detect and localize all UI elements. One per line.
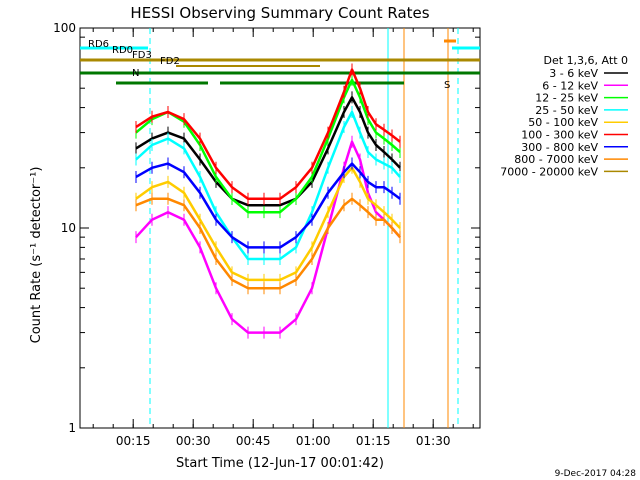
x-tick-label: 00:45 <box>236 434 271 448</box>
legend-entry-label: 12 - 25 keV <box>535 92 598 105</box>
x-tick-label: 01:30 <box>416 434 451 448</box>
y-axis-label: Count Rate (s⁻¹ detector⁻¹) <box>29 167 44 344</box>
y-tick-label: 100 <box>53 21 76 35</box>
plot-frame <box>79 27 481 429</box>
legend-entry-label: 300 - 800 keV <box>521 141 598 154</box>
legend-header: Det 1,3,6, Att 0 <box>544 54 628 67</box>
status-label: FD3 <box>132 50 152 61</box>
status-label: RD6 <box>88 39 109 50</box>
status-label: RD0 <box>112 45 133 56</box>
status-label: S <box>444 80 450 91</box>
y-tick-label: 10 <box>61 221 76 235</box>
status-label: FD2 <box>160 56 180 67</box>
x-tick-label: 00:15 <box>116 434 151 448</box>
y-tick-label: 1 <box>68 421 76 435</box>
legend-entry-label: 6 - 12 keV <box>542 79 598 92</box>
chart-title: HESSI Observing Summary Count Rates <box>130 4 429 22</box>
legend-entry-label: 100 - 300 keV <box>521 129 598 142</box>
footer-timestamp: 9-Dec-2017 04:28 <box>555 469 637 479</box>
legend-entry-label: 50 - 100 keV <box>528 116 598 129</box>
legend-entry-label: 800 - 7000 keV <box>514 153 598 166</box>
status-label: N <box>132 68 139 79</box>
legend-entry-label: 7000 - 20000 keV <box>500 165 598 178</box>
x-tick-label: 01:00 <box>296 434 331 448</box>
plot-area: 1 10 100 00:15 00:30 00:45 01:00 01:15 01:30 N FD2… <box>53 21 481 448</box>
legend-entry-label: 3 - 6 keV <box>549 67 598 80</box>
x-tick-label: 01:15 <box>356 434 391 448</box>
legend-entry-label: 25 - 50 keV <box>535 104 598 117</box>
x-tick-label: 00:30 <box>176 434 211 448</box>
x-axis-label: Start Time (12-Jun-17 00:01:42) <box>176 456 384 471</box>
